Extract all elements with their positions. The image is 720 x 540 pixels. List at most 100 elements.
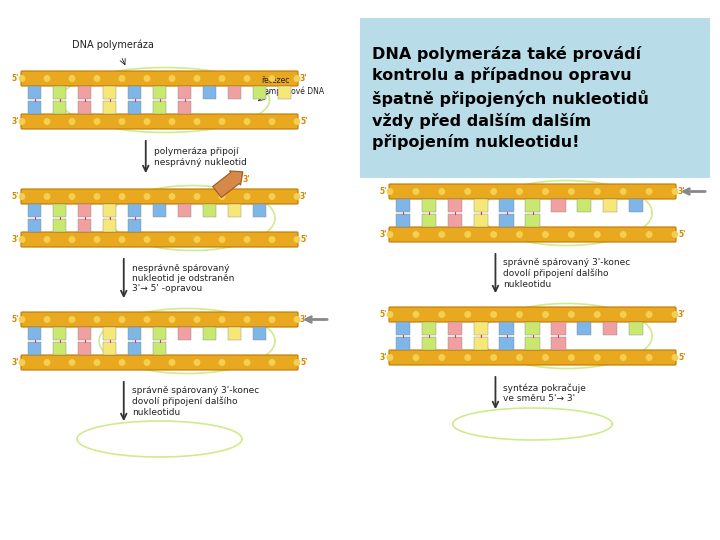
Bar (228, 327, 241, 340)
Circle shape (569, 312, 574, 317)
Circle shape (294, 317, 300, 322)
Text: 3': 3' (243, 176, 251, 185)
Bar (500, 337, 513, 350)
Bar (526, 337, 539, 350)
Bar (396, 199, 410, 212)
Circle shape (194, 360, 199, 365)
Circle shape (94, 76, 100, 81)
Circle shape (621, 312, 626, 317)
Circle shape (69, 360, 75, 365)
Bar (500, 322, 513, 335)
Bar (127, 101, 141, 114)
Circle shape (269, 119, 275, 124)
Bar (202, 86, 217, 99)
Circle shape (465, 189, 470, 194)
Bar (629, 322, 643, 335)
Text: 3': 3' (12, 235, 19, 244)
Bar (253, 204, 266, 217)
Circle shape (169, 194, 175, 199)
Circle shape (244, 194, 250, 199)
Circle shape (387, 189, 392, 194)
Bar (253, 327, 266, 340)
Bar (127, 204, 141, 217)
Circle shape (94, 194, 100, 199)
Text: 5': 5' (379, 310, 387, 319)
Circle shape (569, 189, 574, 194)
Circle shape (220, 317, 225, 322)
Circle shape (647, 232, 652, 237)
Text: 5': 5' (300, 117, 307, 126)
Circle shape (439, 312, 444, 317)
Circle shape (94, 317, 100, 322)
Bar (103, 219, 117, 232)
Circle shape (269, 237, 275, 242)
Bar (78, 101, 91, 114)
Bar (127, 86, 141, 99)
Circle shape (413, 189, 418, 194)
Circle shape (517, 312, 522, 317)
Circle shape (44, 194, 50, 199)
Bar (103, 86, 117, 99)
Circle shape (517, 232, 522, 237)
Circle shape (647, 355, 652, 360)
Bar (27, 327, 41, 340)
Bar (103, 101, 117, 114)
Bar (396, 337, 410, 350)
Bar (53, 327, 66, 340)
Bar (228, 86, 241, 99)
Bar (474, 337, 488, 350)
Bar (53, 342, 66, 355)
Circle shape (120, 360, 125, 365)
Bar (448, 322, 462, 335)
Circle shape (194, 119, 199, 124)
Text: 3': 3' (300, 192, 307, 201)
Bar (552, 337, 565, 350)
Bar (474, 199, 488, 212)
Text: syntéza pokračuje
ve směru 5'→ 3': syntéza pokračuje ve směru 5'→ 3' (503, 383, 586, 403)
Bar (27, 342, 41, 355)
Bar (526, 322, 539, 335)
Text: 5': 5' (379, 187, 387, 196)
Circle shape (465, 232, 470, 237)
Circle shape (169, 360, 175, 365)
Bar (278, 86, 292, 99)
Circle shape (465, 355, 470, 360)
Circle shape (144, 76, 150, 81)
FancyBboxPatch shape (21, 232, 298, 247)
Circle shape (543, 232, 548, 237)
Bar (153, 86, 166, 99)
Bar (526, 199, 539, 212)
Circle shape (244, 237, 250, 242)
Circle shape (621, 232, 626, 237)
Bar (53, 204, 66, 217)
Bar (577, 199, 591, 212)
Bar (78, 86, 91, 99)
Text: 3': 3' (678, 310, 685, 319)
Bar (448, 199, 462, 212)
Bar (474, 322, 488, 335)
Bar (202, 327, 217, 340)
Circle shape (491, 232, 496, 237)
Circle shape (244, 317, 250, 322)
Bar (153, 101, 166, 114)
Circle shape (269, 194, 275, 199)
Circle shape (144, 317, 150, 322)
FancyBboxPatch shape (21, 312, 298, 327)
Bar (552, 322, 565, 335)
Bar (422, 337, 436, 350)
Circle shape (621, 189, 626, 194)
Circle shape (169, 317, 175, 322)
Circle shape (647, 312, 652, 317)
Text: 5': 5' (12, 74, 19, 83)
Bar (448, 337, 462, 350)
Bar (127, 219, 141, 232)
Circle shape (595, 312, 600, 317)
Bar (526, 214, 539, 227)
Circle shape (387, 312, 392, 317)
Text: 3': 3' (379, 353, 387, 362)
FancyBboxPatch shape (389, 307, 676, 322)
Circle shape (69, 119, 75, 124)
Circle shape (517, 355, 522, 360)
Bar (396, 214, 410, 227)
Circle shape (387, 232, 392, 237)
